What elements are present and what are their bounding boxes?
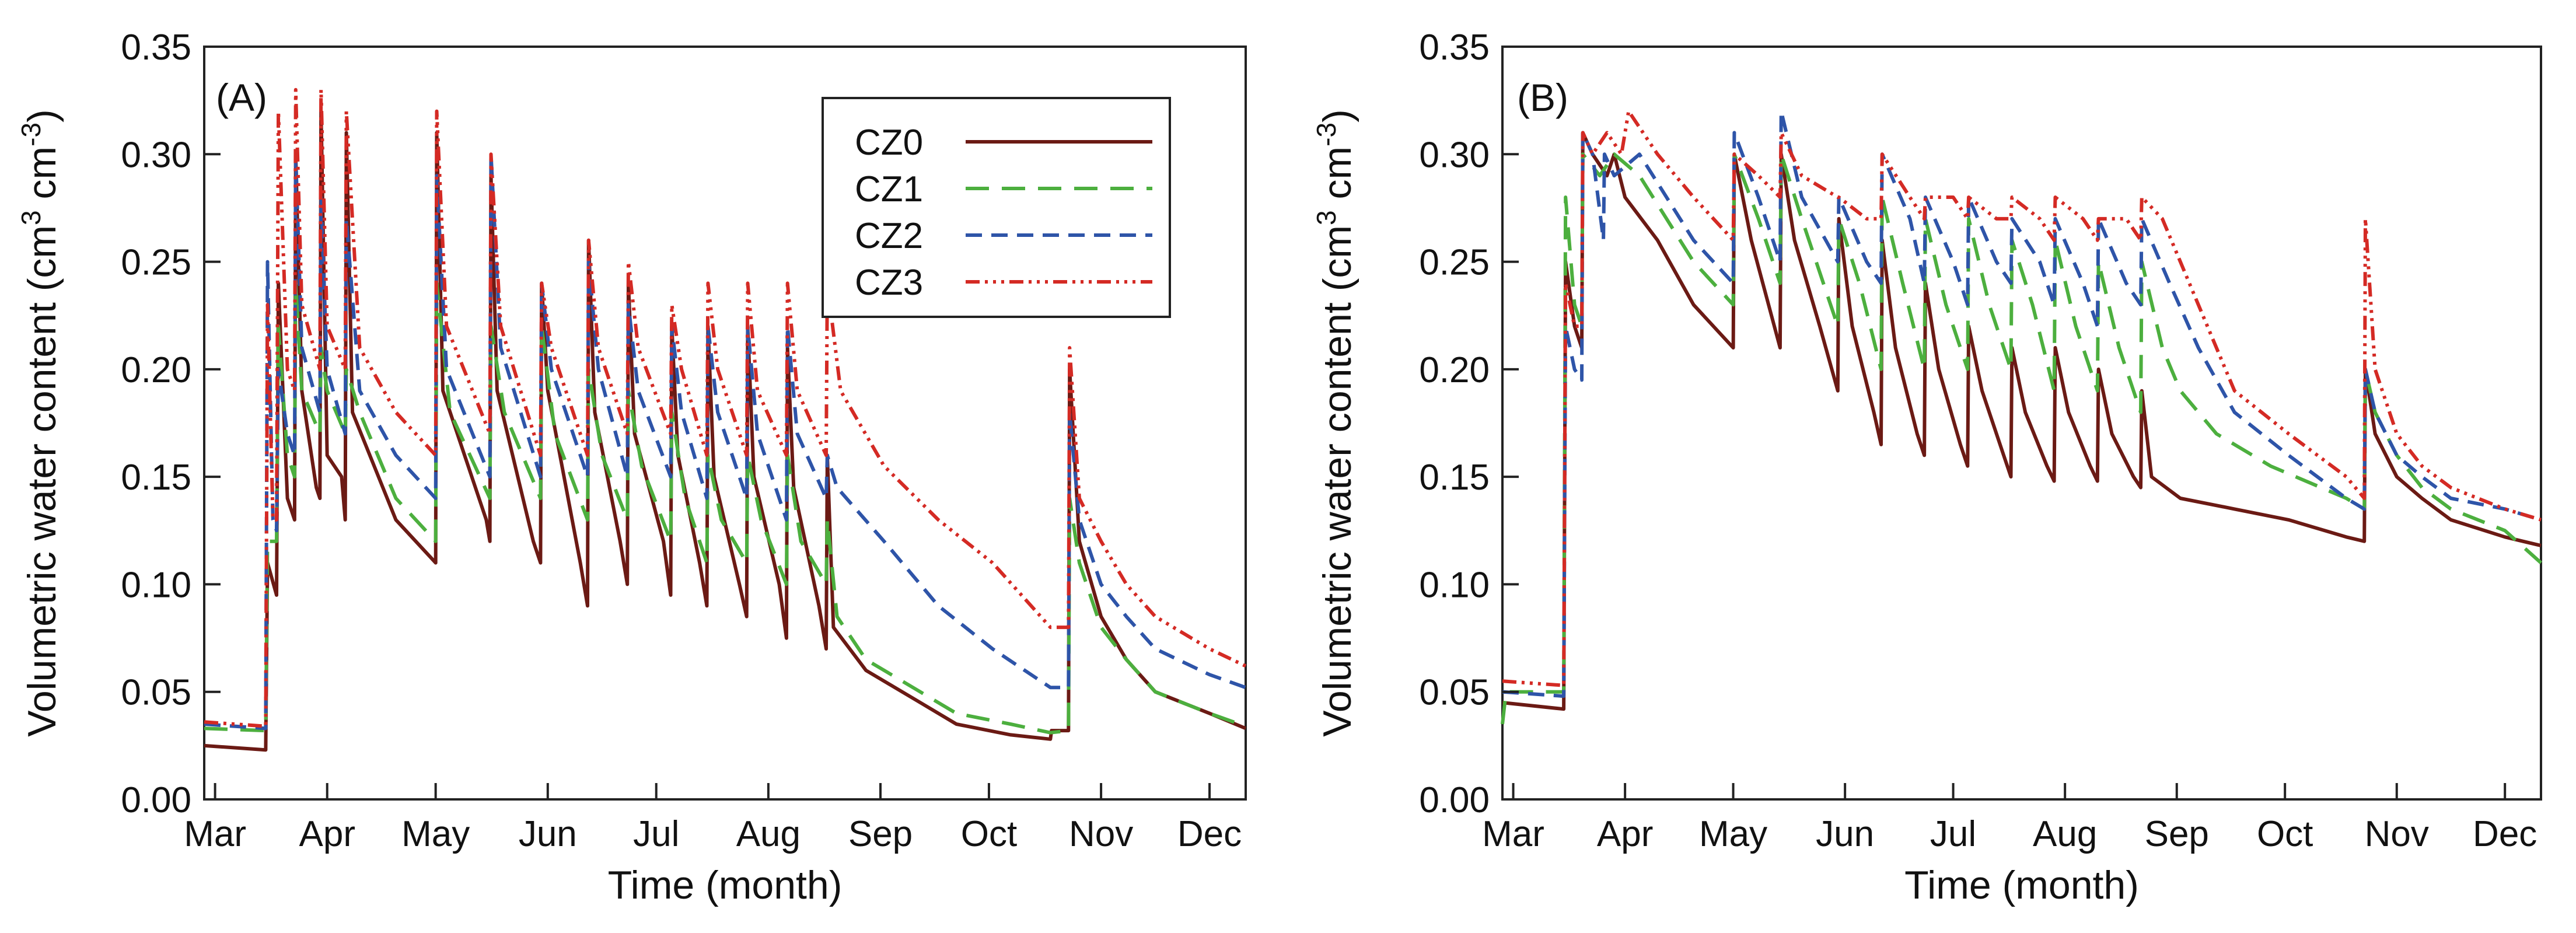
- y-axis-title-part: Volumetric water content (cm: [1315, 225, 1359, 737]
- series-line-cz1: [1501, 152, 2543, 725]
- y-tick-label: 0.35: [1419, 27, 1490, 68]
- y-tick-label: 0.15: [121, 457, 191, 498]
- y-tick-label: 0.15: [1419, 457, 1490, 498]
- legend-box: [822, 97, 1171, 318]
- panel-label: (B): [1517, 76, 1568, 119]
- x-axis-title: Time (month): [608, 863, 843, 907]
- legend-label-cz2: CZ2: [855, 216, 923, 256]
- x-tick-label: May: [401, 814, 470, 854]
- x-tick-label: Sep: [848, 814, 913, 854]
- y-axis-title-part: Volumetric water content (cm: [20, 225, 64, 737]
- y-axis-title: Volumetric water content (cm3 cm-3): [1311, 109, 1359, 736]
- x-axis-title: Time (month): [1904, 863, 2139, 907]
- y-tick-label: 0.30: [121, 135, 191, 175]
- x-tick-label: Mar: [1482, 814, 1544, 854]
- panel-b: 0.00 0.05 0.10 0.15 0.20 0.25 0.30 0.35 Mar Apr Ma…: [1311, 27, 2543, 907]
- x-tick-label: Nov: [1069, 814, 1133, 854]
- y-tick-label: 0.35: [121, 27, 191, 68]
- x-tick-label: Nov: [2365, 814, 2429, 854]
- y-axis-title-sup: 3: [1311, 210, 1341, 225]
- y-axis-title-sup: -3: [1311, 123, 1341, 146]
- y-tick-label: 0.25: [121, 243, 191, 283]
- x-tick-label: Oct: [2257, 814, 2313, 854]
- series-line-cz0: [1502, 131, 2542, 711]
- x-tick-label: Apr: [1597, 814, 1653, 854]
- series-line-cz3: [1502, 109, 2542, 687]
- y-axis-title-sup: -3: [16, 123, 46, 146]
- y-axis-title-part: ): [1315, 109, 1359, 123]
- x-tick-label: Jun: [1816, 814, 1874, 854]
- y-tick-label: 0.25: [1419, 243, 1490, 283]
- y-tick-label: 0.10: [1419, 565, 1490, 605]
- legend-label-cz1: CZ1: [855, 169, 923, 209]
- y-tick-label: 0.10: [121, 565, 191, 605]
- y-tick-label: 0.30: [1419, 135, 1490, 175]
- y-tick-label: 0.20: [121, 350, 191, 390]
- series-line-cz3: [204, 88, 1247, 728]
- x-tick-label: Jun: [519, 814, 577, 854]
- plot-frame: [1501, 46, 2542, 801]
- x-tick-label: Jul: [633, 814, 679, 854]
- y-axis-title-sup: 3: [16, 210, 46, 225]
- y-tick-label: 0.20: [1419, 350, 1490, 390]
- x-tick-label: Oct: [961, 814, 1017, 854]
- x-tick-label: Mar: [184, 814, 246, 854]
- x-tick-label: May: [1699, 814, 1767, 854]
- y-axis-title-part: cm: [1315, 146, 1359, 211]
- x-tick-label: Aug: [2033, 814, 2097, 854]
- y-tick-label: 0.05: [1419, 673, 1490, 713]
- legend: CZ0 CZ1 CZ2 CZ3: [822, 97, 1171, 318]
- panel-a: 0.00 0.05 0.10 0.15 0.20 0.25 0.30 0.35 Mar Apr Ma…: [16, 27, 1247, 907]
- legend-label-cz0: CZ0: [855, 123, 923, 163]
- plot-frame: [203, 46, 1247, 801]
- x-tick-label: Sep: [2145, 814, 2209, 854]
- x-tick-label: Aug: [736, 814, 801, 854]
- x-tick-label: Apr: [299, 814, 355, 854]
- x-tick-label: Dec: [1177, 814, 1242, 854]
- y-axis-title-part: ): [20, 109, 64, 123]
- y-axis-title-part: cm: [20, 146, 64, 211]
- series-line-cz2: [1502, 109, 2542, 698]
- panel-label: (A): [216, 76, 267, 119]
- legend-label-cz3: CZ3: [855, 263, 923, 303]
- x-tick-label: Jul: [1930, 814, 1976, 854]
- y-tick-label: 0.05: [121, 673, 191, 713]
- y-axis-title: Volumetric water content (cm3 cm-3): [16, 109, 64, 736]
- y-tick-label: 0.00: [121, 780, 191, 820]
- x-tick-label: Dec: [2473, 814, 2537, 854]
- y-tick-label: 0.00: [1419, 780, 1490, 820]
